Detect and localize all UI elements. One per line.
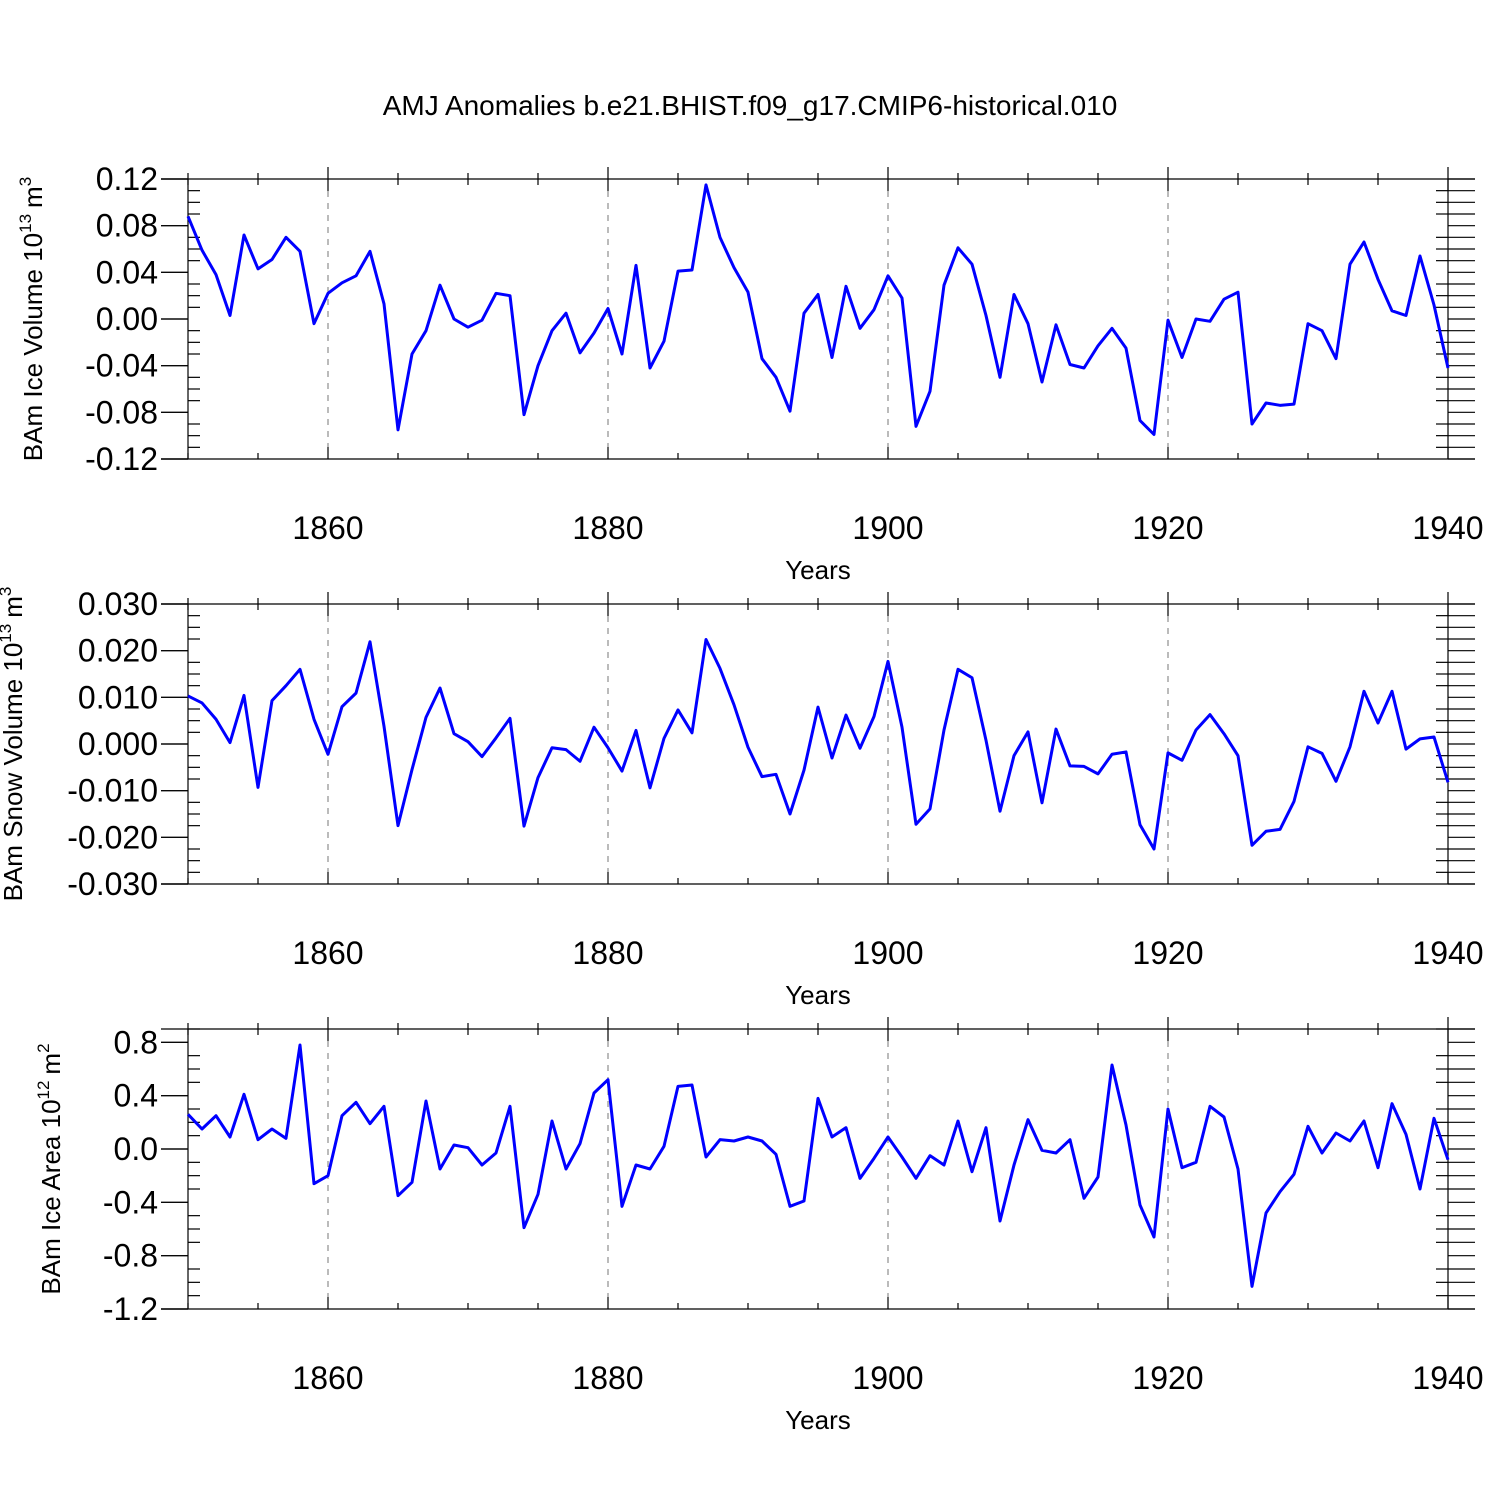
y-tick-label: -0.030 bbox=[67, 866, 158, 902]
y-axis-title-exponent: 13 bbox=[0, 624, 15, 643]
y-axis-title: BAm Ice Area 1012 m2 bbox=[34, 1043, 66, 1294]
y-axis-title-unit: m bbox=[36, 1053, 66, 1075]
y-tick-label: 0.030 bbox=[78, 586, 158, 622]
y-tick-label: 0.04 bbox=[96, 254, 158, 290]
x-tick-label: 1920 bbox=[1132, 935, 1203, 971]
y-tick-label: 0.4 bbox=[114, 1078, 158, 1114]
y-tick-label: 0.020 bbox=[78, 633, 158, 669]
x-tick-label: 1880 bbox=[572, 935, 643, 971]
snow-volume-panel: 0.030 0.020 0.010 0.000 -0.010 -0.020 -0.030 18… bbox=[0, 586, 1484, 1010]
x-tick-label: 1940 bbox=[1412, 510, 1483, 546]
y-tick-label: 0.08 bbox=[96, 208, 158, 244]
series-line bbox=[187, 637, 1450, 851]
y-axis-title-exponent: 12 bbox=[34, 1081, 53, 1100]
y-tick-label: 0.12 bbox=[96, 161, 158, 197]
y-tick-label: 0.010 bbox=[78, 679, 158, 715]
x-tick-label: 1860 bbox=[292, 510, 363, 546]
x-tick-label: 1940 bbox=[1412, 935, 1483, 971]
y-tick-label: -0.04 bbox=[85, 348, 158, 384]
y-axis-title: BAm Ice Volume 1013 m3 bbox=[16, 177, 48, 461]
y-tick-label: -0.020 bbox=[67, 819, 158, 855]
figure-title: AMJ Anomalies b.e21.BHIST.f09_g17.CMIP6-… bbox=[383, 90, 1118, 121]
y-tick-label: -1.2 bbox=[103, 1291, 158, 1327]
series-line bbox=[186, 1043, 1450, 1288]
y-tick-label: 0.00 bbox=[96, 301, 158, 337]
x-tick-label: 1920 bbox=[1132, 510, 1203, 546]
y-axis-title: BAm Snow Volume 1013 m3 bbox=[0, 587, 28, 902]
y-tick-label: 0.000 bbox=[78, 726, 158, 762]
y-tick-label: -0.4 bbox=[103, 1184, 158, 1220]
y-tick-label: -0.12 bbox=[85, 441, 158, 477]
y-tick-label: 0.8 bbox=[114, 1024, 158, 1060]
y-axis-title-text: BAm Snow Volume 10 bbox=[0, 643, 28, 902]
y-axis-title-text: BAm Ice Area 10 bbox=[36, 1099, 66, 1294]
x-tick-label: 1880 bbox=[572, 1360, 643, 1396]
y-axis-title-unit-exponent: 2 bbox=[34, 1043, 53, 1052]
x-tick-label: 1860 bbox=[292, 935, 363, 971]
y-axis-title-unit: m bbox=[18, 186, 48, 208]
x-tick-label: 1860 bbox=[292, 1360, 363, 1396]
y-tick-label: -0.8 bbox=[103, 1238, 158, 1274]
series-line bbox=[186, 183, 1450, 436]
x-axis-title: Years bbox=[785, 980, 851, 1010]
x-axis-title: Years bbox=[785, 555, 851, 585]
ice-volume-panel: 0.12 0.08 0.04 0.00 -0.04 -0.08 -0.12 1860 1880 1… bbox=[16, 161, 1484, 585]
y-tick-label: 0.0 bbox=[114, 1131, 158, 1167]
y-axis-title-text: BAm Ice Volume 10 bbox=[18, 233, 48, 461]
y-axis-title-unit-exponent: 3 bbox=[0, 587, 15, 596]
x-tick-label: 1880 bbox=[572, 510, 643, 546]
x-tick-label: 1920 bbox=[1132, 1360, 1203, 1396]
x-tick-label: 1900 bbox=[852, 1360, 923, 1396]
y-axis-title-unit-exponent: 3 bbox=[16, 177, 35, 186]
y-tick-label: -0.010 bbox=[67, 773, 158, 809]
y-axis-title-exponent: 13 bbox=[16, 214, 35, 233]
x-tick-label: 1900 bbox=[852, 935, 923, 971]
x-tick-label: 1900 bbox=[852, 510, 923, 546]
ice-area-panel: 0.8 0.4 0.0 -0.4 -0.8 -1.2 1860 1880 1900 1920 194… bbox=[34, 1017, 1484, 1435]
y-tick-label: -0.08 bbox=[85, 394, 158, 430]
x-tick-label: 1940 bbox=[1412, 1360, 1483, 1396]
x-axis-title: Years bbox=[785, 1405, 851, 1435]
y-axis-title-unit: m bbox=[0, 596, 28, 618]
